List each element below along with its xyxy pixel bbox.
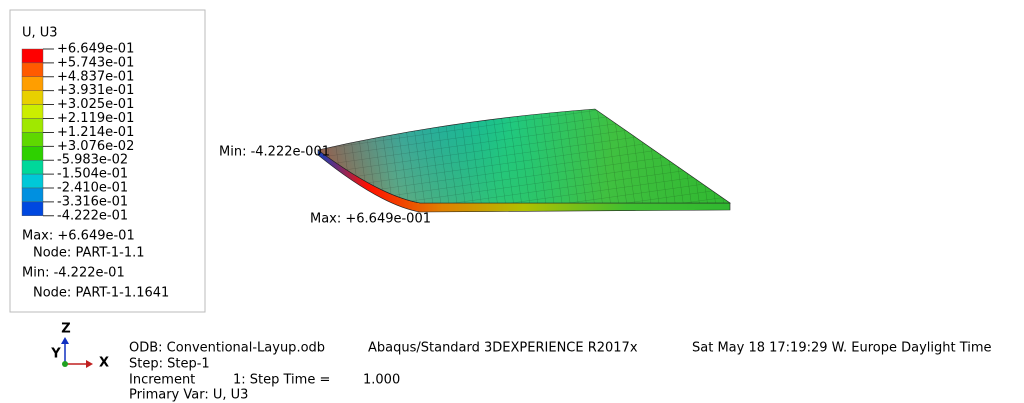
legend-level: +3.076e-02 — [57, 139, 134, 154]
triad — [61, 337, 93, 368]
legend-swatch — [22, 63, 43, 77]
max-label: Max: +6.649e-001 — [310, 212, 431, 227]
info-step-time: 1.000 — [363, 373, 400, 388]
viewport: +6.649e-01+5.743e-01+4.837e-01+3.931e-01… — [0, 0, 1024, 403]
triad-x: X — [99, 356, 109, 371]
triad-y: Y — [50, 347, 61, 362]
legend-level: -4.222e-01 — [57, 208, 128, 223]
legend-level: -2.410e-01 — [57, 181, 128, 196]
legend-level: -3.316e-01 — [57, 194, 128, 209]
legend-swatch — [22, 119, 43, 133]
info-step: Step: Step-1 — [129, 357, 210, 372]
legend-swatch — [22, 146, 43, 160]
legend-level: +3.931e-01 — [57, 83, 134, 98]
info-solver: Abaqus/Standard 3DEXPERIENCE R2017x — [368, 341, 638, 356]
legend-swatch — [22, 77, 43, 91]
legend-swatch — [22, 202, 43, 216]
legend-level: +6.649e-01 — [57, 42, 134, 57]
model — [318, 109, 730, 212]
legend-swatch — [22, 91, 43, 105]
triad-z: Z — [61, 322, 70, 337]
info-primary-var: Primary Var: U, U3 — [129, 388, 248, 403]
legend-swatch — [22, 174, 43, 188]
legend-level: +3.025e-01 — [57, 97, 134, 112]
info-date: Sat May 18 17:19:29 W. Europe Daylight T… — [692, 341, 992, 356]
legend-level: +2.119e-01 — [57, 111, 134, 126]
legend-title: U, U3 — [22, 26, 58, 41]
body: +6.649e-01+5.743e-01+4.837e-01+3.931e-01… — [0, 0, 1024, 403]
legend-max-node: Node: PART-1-1.1 — [33, 246, 145, 261]
legend: +6.649e-01+5.743e-01+4.837e-01+3.931e-01… — [22, 42, 134, 224]
page: {"legend": {"title": "U, U3", "levels": … — [0, 0, 1024, 403]
info-odb: ODB: Conventional-Layup.odb — [129, 341, 325, 356]
legend-min-node: Node: PART-1-1.1641 — [33, 286, 169, 301]
legend-swatch — [22, 105, 43, 119]
legend-min: Min: -4.222e-01 — [22, 266, 125, 281]
legend-max: Max: +6.649e-01 — [22, 229, 135, 244]
legend-level: +4.837e-01 — [57, 69, 134, 84]
min-label: Min: -4.222e-001 — [219, 145, 330, 160]
legend-swatch — [22, 188, 43, 202]
legend-level: +5.743e-01 — [57, 55, 134, 70]
info-step-time-label: 1: Step Time = — [233, 373, 330, 388]
legend-swatch — [22, 160, 43, 174]
legend-level: -1.504e-01 — [57, 167, 128, 182]
legend-swatch — [22, 132, 43, 146]
legend-swatch — [22, 49, 43, 63]
info-increment: Increment — [129, 373, 195, 388]
legend-level: -5.983e-02 — [57, 153, 128, 168]
legend-level: +1.214e-01 — [57, 125, 134, 140]
